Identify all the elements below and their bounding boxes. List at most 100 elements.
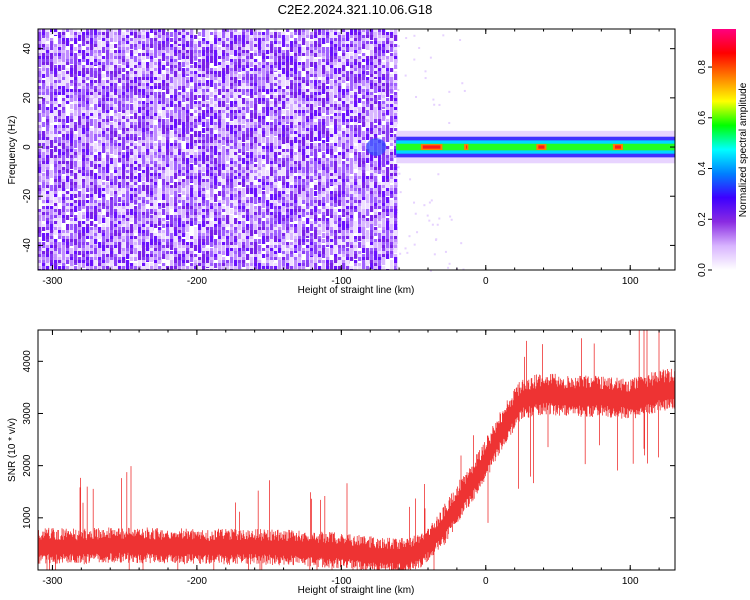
noise-cell — [246, 206, 250, 209]
noise-cell — [210, 212, 214, 218]
noise-cell — [150, 59, 154, 62]
noise-cell — [314, 227, 318, 232]
noise-cell — [146, 170, 150, 179]
noise-cell — [142, 218, 146, 224]
noise-cell — [162, 35, 166, 43]
noise-cell — [142, 206, 146, 212]
noise-cell — [118, 137, 122, 140]
noise-cell — [178, 197, 182, 200]
noise-cell — [318, 95, 322, 98]
noise-cell — [70, 230, 74, 233]
noise-cell — [170, 113, 174, 118]
noise-cell — [298, 206, 302, 210]
noise-cell — [122, 50, 126, 53]
noise-cell — [122, 62, 126, 66]
noise-cell — [286, 215, 290, 218]
noise-cell — [258, 170, 262, 174]
spectrogram-noise-region — [38, 29, 466, 272]
noise-cell — [246, 188, 250, 192]
noise-cell — [82, 263, 86, 268]
noise-cell — [334, 266, 338, 270]
noise-cell — [206, 53, 210, 56]
noise-cell — [150, 56, 154, 59]
noise-cell — [250, 266, 254, 270]
noise-cell — [58, 266, 62, 270]
noise-cell — [294, 155, 298, 164]
noise-cell — [110, 158, 114, 161]
noise-cell — [274, 263, 278, 267]
noise-cell — [310, 167, 314, 174]
noise-cell — [46, 182, 50, 185]
noise-cell — [114, 104, 118, 109]
noise-cell — [182, 116, 186, 122]
noise-cell — [146, 38, 150, 44]
noise-cell — [230, 104, 234, 108]
noise-cell — [66, 230, 70, 233]
noise-cell — [322, 89, 326, 94]
noise-cell — [290, 80, 294, 85]
noise-cell — [194, 266, 198, 270]
noise-cell — [146, 62, 150, 66]
noise-cell — [246, 245, 250, 249]
noise-cell — [222, 239, 226, 243]
noise-cell — [110, 32, 114, 41]
noise-cell — [270, 203, 274, 209]
noise-cell — [278, 197, 282, 200]
noise-cell — [158, 104, 162, 110]
noise-cell — [226, 35, 230, 39]
noise-cell — [90, 230, 94, 237]
noise-cell — [42, 236, 46, 241]
noise-cell — [38, 131, 42, 135]
noise-cell — [330, 155, 334, 159]
noise-cell — [162, 266, 166, 270]
noise-cell — [142, 224, 146, 227]
noise-cell — [270, 179, 274, 183]
noise-cell — [118, 68, 122, 71]
noise-cell — [106, 74, 110, 78]
noise-cell — [218, 80, 222, 83]
noise-cell — [202, 191, 206, 196]
noise-cell — [190, 122, 194, 127]
noise-cell — [62, 131, 66, 134]
noise-cell — [82, 140, 86, 144]
noise-cell — [278, 176, 282, 181]
noise-cell — [42, 98, 46, 102]
noise-cell — [190, 263, 194, 268]
noise-cell — [334, 56, 338, 59]
noise-cell — [306, 122, 310, 126]
noise-cell — [98, 131, 102, 135]
noise-cell — [138, 209, 142, 212]
noise-cell — [286, 119, 290, 122]
noise-cell — [130, 98, 134, 103]
noise-cell — [226, 266, 230, 269]
noise-cell — [46, 245, 50, 249]
noise-cell — [206, 113, 210, 117]
noise-cell — [62, 251, 66, 258]
noise-cell — [102, 176, 106, 180]
noise-cell — [250, 230, 254, 236]
noise-cell — [314, 209, 318, 213]
noise-cell — [334, 245, 338, 254]
noise-cell — [262, 167, 266, 170]
noise-cell — [274, 38, 278, 42]
noise-cell — [206, 107, 210, 110]
noise-cell — [298, 47, 302, 56]
noise-cell — [230, 227, 234, 232]
noise-cell — [82, 212, 86, 217]
noise-cell — [270, 218, 274, 227]
noise-cell — [114, 59, 118, 68]
noise-cell — [210, 164, 214, 169]
noise-cell — [66, 29, 70, 32]
noise-cell — [282, 122, 286, 125]
noise-cell — [270, 134, 274, 138]
noise-cell — [250, 38, 254, 42]
noise-cell — [262, 185, 266, 188]
noise-cell — [66, 260, 70, 264]
noise-cell — [326, 89, 330, 93]
noise-cell — [250, 44, 254, 51]
noise-cell — [330, 122, 334, 125]
noise-cell — [210, 233, 214, 238]
noise-cell — [250, 98, 254, 101]
noise-cell — [302, 173, 306, 177]
noise-cell — [170, 236, 174, 240]
